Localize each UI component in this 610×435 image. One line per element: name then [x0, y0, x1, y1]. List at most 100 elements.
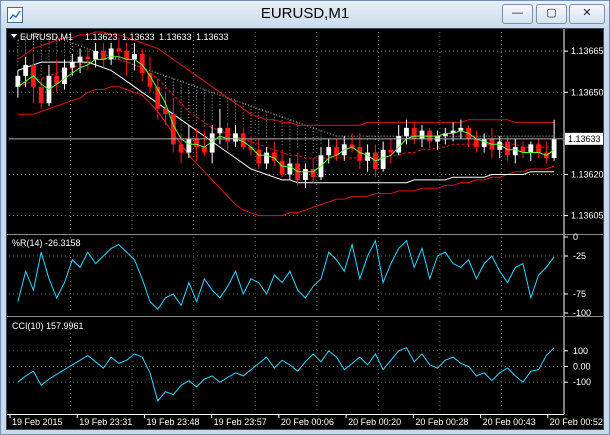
candle-bear	[139, 53, 145, 74]
candle-bear	[178, 144, 184, 153]
candle-bull	[62, 67, 67, 85]
candle-bull	[326, 147, 332, 156]
cci-tick-label: 100	[573, 346, 588, 356]
candle-bull	[217, 127, 223, 134]
wpr-tick-label: -100	[573, 308, 591, 318]
moving-average-green-line	[17, 56, 555, 173]
candle-bull	[404, 127, 409, 137]
candle-bear	[505, 141, 510, 156]
candle-bear	[248, 147, 254, 150]
ohlc-value: 1.13633	[196, 32, 229, 42]
time-tick-label: 19 Feb 2015	[12, 417, 63, 427]
bollinger-upper-line	[17, 31, 555, 126]
ohlc-value: 1.13633	[159, 32, 192, 42]
symbol-label: EURUSD,M1	[20, 32, 73, 42]
ohlc-value: 1.13623	[85, 32, 118, 42]
candle-bull	[264, 152, 269, 164]
wpr-line	[17, 239, 555, 310]
time-tick-label: 20 Feb 00:52	[550, 417, 603, 427]
candle-bear	[349, 144, 355, 148]
chart-canvas[interactable]: 1.13665 1.13650 1.13620 1.13605 1.13633 EURUS…	[7, 29, 604, 429]
candle-bull	[458, 127, 464, 131]
candle-bull	[380, 149, 386, 169]
candle-bear	[170, 114, 176, 145]
collapse-arrow-icon	[11, 34, 17, 38]
candle-bear	[124, 51, 130, 60]
candle-bear	[388, 149, 394, 153]
ohlc-value: 1.13633	[122, 32, 155, 42]
candle-bull	[209, 133, 215, 153]
time-axis: 19 Feb 2015 19 Feb 23:31 19 Feb 23:48 19 Fe…	[7, 414, 603, 429]
window-title: EURUSD,M1	[260, 5, 350, 22]
time-tick-label: 19 Feb 23:31	[79, 417, 132, 427]
time-tick-label: 20 Feb 00:06	[281, 417, 334, 427]
candle-bull	[108, 48, 114, 60]
candle-bull	[365, 152, 371, 161]
time-tick-label: 20 Feb 00:20	[348, 417, 401, 427]
candle-bear	[240, 133, 246, 148]
candle-bear	[334, 147, 339, 156]
candle-bear	[520, 147, 526, 153]
wpr-tick-label: 0	[573, 232, 578, 242]
time-tick-label: 19 Feb 23:57	[214, 417, 267, 427]
wpr-tick-label: -75	[573, 289, 586, 299]
candle-bull	[23, 64, 29, 76]
candle-bear	[155, 86, 161, 109]
current-price-label: 1.13633	[568, 134, 601, 144]
envelope-upper-line	[17, 34, 555, 137]
candle-bear	[116, 48, 122, 52]
candle-bear	[147, 73, 153, 87]
candle-bear	[54, 75, 60, 85]
cci-subwindow[interactable]: 100 0.00 -100 CCI(10) 157.9961	[7, 316, 603, 414]
candle-bull	[303, 168, 308, 180]
time-tick-label: 20 Feb 00:28	[415, 417, 468, 427]
price-tick-label: 1.13605	[571, 211, 603, 221]
candle-bear	[163, 108, 168, 115]
candle-bear	[473, 138, 479, 148]
candle-bull	[15, 75, 21, 87]
maximize-button[interactable]: ▢	[536, 4, 567, 24]
minimize-button[interactable]: —	[502, 4, 533, 24]
candle-bear	[225, 127, 231, 142]
cci-title: CCI(10) 157.9961	[12, 321, 84, 331]
candle-bear	[256, 149, 262, 164]
candle-bull	[497, 141, 503, 150]
bollinger-lower-line	[17, 86, 555, 217]
candle-bull	[419, 130, 425, 139]
candle-bull	[93, 51, 99, 60]
candle-bull	[77, 56, 83, 63]
current-price-box	[565, 132, 603, 145]
close-button[interactable]: ✕	[569, 4, 605, 24]
candle-bull	[528, 144, 534, 153]
cci-pane-bg	[7, 316, 603, 414]
candle-bull	[396, 136, 402, 153]
candle-bull	[287, 163, 293, 175]
candle-bear	[279, 160, 285, 175]
title-bar[interactable]: EURUSD,M1 — ▢ ✕	[1, 1, 609, 27]
time-tick-label: 19 Feb 23:48	[146, 417, 199, 427]
candle-bear	[310, 168, 316, 178]
bollinger-middle-line	[17, 58, 555, 159]
wpr-title: %R(14) -26.3158	[12, 238, 81, 248]
candle-bear	[201, 147, 207, 153]
candle-bear	[411, 127, 417, 139]
candle-bull	[551, 138, 557, 159]
candle-bear	[100, 51, 106, 60]
price-tick-label: 1.13650	[571, 87, 603, 97]
candle-bear	[38, 86, 44, 104]
cci-line	[17, 347, 555, 403]
candle-bear	[194, 138, 200, 148]
chart-window-icon	[7, 7, 23, 23]
candle-bull	[132, 53, 137, 60]
wpr-tick-label: -25	[573, 251, 586, 261]
cci-tick-label: 0.00	[573, 362, 591, 372]
price-tick-label: 1.13665	[571, 46, 603, 56]
chart-area[interactable]: 1.13665 1.13650 1.13620 1.13605 1.13633 EURUS…	[6, 28, 604, 430]
candle-bear	[357, 147, 363, 161]
williams-r-subwindow[interactable]: 0 -25 -75 -100 %R(14) -26.3158	[7, 232, 603, 318]
price-tick-label: 1.13620	[571, 169, 603, 179]
time-axis-bg	[7, 414, 603, 429]
candle-bull	[233, 133, 238, 142]
main-price-chart[interactable]: 1.13665 1.13650 1.13620 1.13605 1.13633 EURUS…	[7, 29, 604, 234]
